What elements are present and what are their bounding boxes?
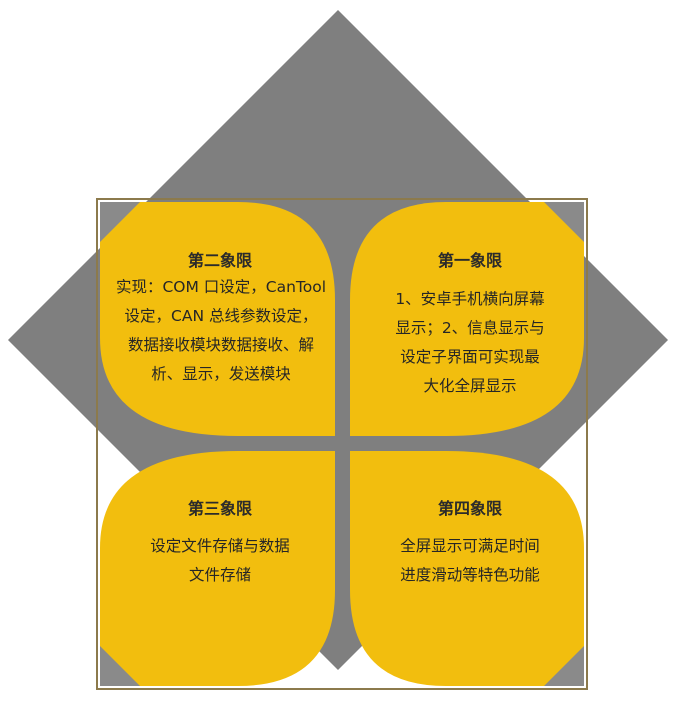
corner-triangle-tr: [544, 202, 584, 242]
q3-title: 第三象限: [187, 499, 252, 518]
q1-line: 显示；2、信息显示与: [395, 319, 545, 337]
q2-line: 设定，CAN 总线参数设定，: [124, 307, 318, 325]
q2-body: 实现：COM 口设定，CanTool 设定，CAN 总线参数设定， 数据接收模块…: [104, 273, 338, 389]
q2-line: 析、显示，发送模块: [151, 365, 291, 383]
q3-body: 设定文件存储与数据 文件存储: [110, 532, 330, 590]
q1-line: 设定子界面可实现最: [400, 348, 540, 366]
leaf-q4: [350, 451, 584, 686]
q1-line: 1、安卓手机横向屏幕: [395, 290, 545, 308]
q2-line: 数据接收模块数据接收、解: [127, 336, 314, 354]
leaf-q3: [100, 451, 335, 686]
q4-body: 全屏显示可满足时间 进度滑动等特色功能: [352, 532, 588, 590]
q1-line: 大化全屏显示: [423, 377, 517, 395]
corner-triangle-bl: [100, 646, 140, 686]
q1-title: 第一象限: [437, 251, 502, 270]
q2-title: 第二象限: [187, 251, 252, 270]
leaf-q1: [350, 202, 584, 436]
corner-triangle-tl: [100, 202, 140, 242]
q1-body: 1、安卓手机横向屏幕 显示；2、信息显示与 设定子界面可实现最 大化全屏显示: [352, 285, 588, 401]
corner-triangle-br: [544, 646, 584, 686]
q2-line: 实现：COM 口设定，CanTool: [115, 278, 327, 296]
q3-line: 设定文件存储与数据: [150, 537, 290, 555]
q4-line: 进度滑动等特色功能: [400, 566, 540, 584]
q3-line: 文件存储: [188, 566, 251, 584]
leaf-q2: [100, 202, 335, 436]
q4-title: 第四象限: [437, 499, 502, 518]
outer-frame: [96, 198, 588, 690]
q4-line: 全屏显示可满足时间: [400, 537, 540, 555]
